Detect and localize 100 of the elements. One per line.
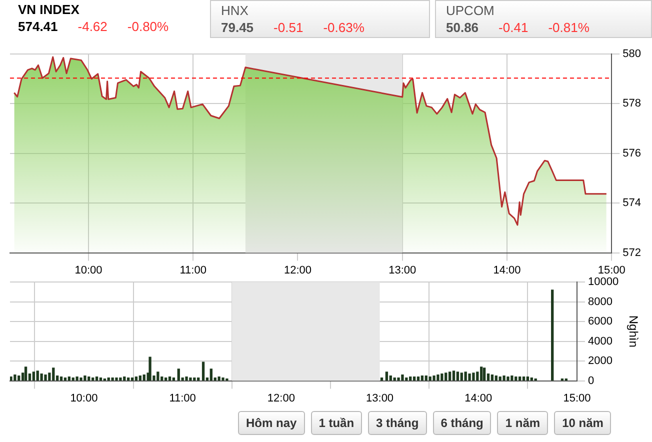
bar [44, 374, 47, 381]
bar [185, 376, 188, 381]
y-tick-label: 576 [622, 147, 642, 160]
bar [40, 374, 43, 381]
bar [76, 376, 78, 381]
x-tick-label: 13:00 [366, 392, 394, 404]
text: 50.86 [446, 20, 479, 35]
bar [123, 376, 126, 381]
bar [494, 376, 498, 381]
x-tick-label: 10:00 [74, 264, 102, 276]
bar [389, 376, 392, 381]
text: 79.45 [221, 20, 254, 35]
bar [36, 370, 39, 381]
bar [440, 374, 444, 381]
x-tick-label: 11:00 [169, 392, 196, 404]
y-tick-label: 4000 [588, 335, 612, 348]
text: 1 năm [497, 411, 548, 435]
bar [551, 290, 554, 381]
bar [444, 372, 448, 381]
bar [428, 376, 432, 381]
text: 10 năm [554, 411, 612, 435]
bar [130, 378, 134, 381]
bar [530, 378, 533, 381]
bar [197, 378, 200, 381]
bar [218, 376, 220, 381]
text: -0.81% [548, 20, 590, 35]
text: -4.62 [78, 19, 108, 34]
bar [142, 374, 146, 381]
bar [14, 374, 16, 381]
bar [385, 372, 388, 381]
bar [514, 376, 518, 381]
bar [18, 376, 20, 381]
y-tick-label: 10000 [588, 276, 619, 288]
bar [432, 376, 436, 381]
bar [506, 376, 510, 381]
y-tick-label: 8000 [588, 296, 612, 308]
x-tick-label: 15:00 [563, 392, 591, 404]
bar [99, 378, 102, 381]
x-tick-label: 12:00 [284, 264, 312, 276]
text: 6 tháng [432, 411, 492, 435]
bar [10, 376, 12, 381]
text: 1 tuần [310, 411, 362, 435]
bar [189, 378, 192, 381]
bar [464, 372, 467, 381]
text: UPCOM [446, 3, 496, 19]
bar [177, 368, 180, 381]
y-tick-label: 0 [588, 374, 594, 387]
bar [502, 376, 506, 381]
bar [490, 374, 494, 381]
x-tick-label: 12:00 [267, 392, 295, 404]
bar [522, 376, 526, 381]
bar [72, 378, 74, 381]
bar [148, 356, 152, 381]
bar [482, 368, 486, 381]
bar [393, 378, 396, 381]
bar [111, 378, 114, 381]
bar [127, 378, 130, 381]
bar [156, 372, 160, 381]
bar [480, 366, 483, 381]
bar [95, 376, 98, 381]
text: 574.41 [18, 19, 58, 34]
y-tick-label: 574 [622, 197, 642, 210]
bar [380, 378, 384, 381]
bar [448, 372, 452, 381]
bar [518, 376, 522, 381]
bar [84, 376, 86, 381]
bar [24, 366, 28, 381]
x-tick-label: 10:00 [70, 392, 98, 404]
y-tick-label: 580 [622, 48, 642, 60]
bar [107, 378, 110, 381]
bar [460, 372, 463, 381]
bar [115, 378, 118, 381]
bar [119, 378, 122, 381]
text: HNX [221, 3, 250, 19]
bar [92, 378, 94, 381]
bar [510, 376, 514, 381]
x-tick-label: 11:00 [180, 264, 206, 276]
x-tick-label: 13:00 [388, 264, 416, 276]
bar [397, 378, 400, 381]
text: -0.80% [127, 19, 169, 34]
bar [222, 378, 224, 381]
bar [420, 376, 424, 381]
text: -0.63% [323, 20, 364, 35]
bar [88, 376, 90, 381]
text: 3 tháng [368, 411, 427, 435]
bar [424, 376, 428, 381]
bar [172, 378, 176, 381]
x-tick-label: 15:00 [598, 264, 626, 276]
text: VN INDEX [18, 2, 80, 18]
bar [526, 376, 530, 381]
bar [60, 376, 63, 381]
bar [412, 376, 416, 381]
bar [416, 376, 420, 381]
bar [164, 378, 168, 381]
y-tick-label: 2000 [588, 355, 612, 368]
y-tick-label: 572 [622, 246, 642, 259]
bar [202, 362, 205, 381]
bar [193, 378, 196, 381]
text: -0.51 [274, 20, 304, 35]
bar [138, 376, 142, 381]
